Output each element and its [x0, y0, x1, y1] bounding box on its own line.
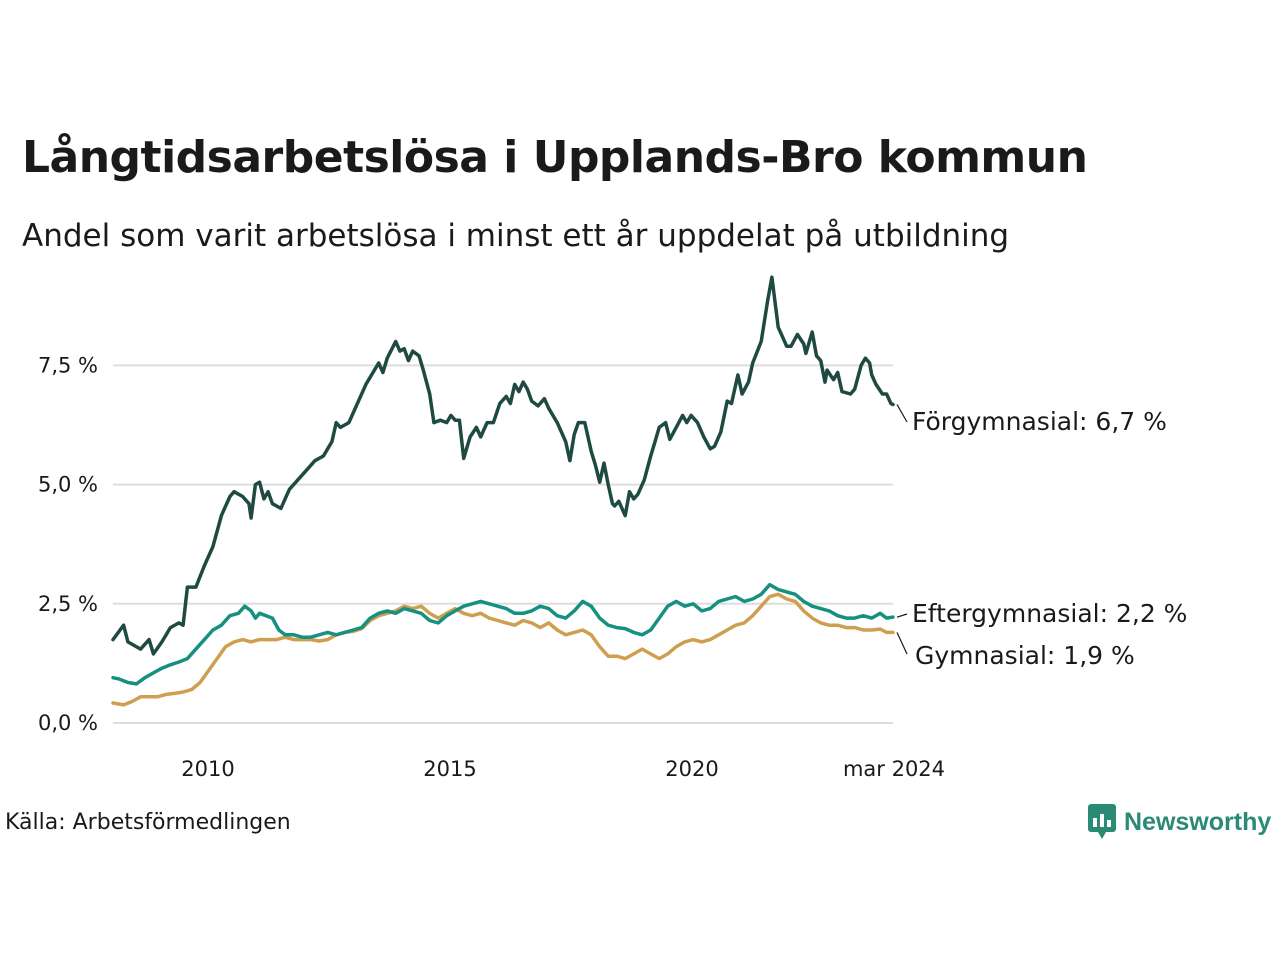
chart-subtitle: Andel som varit arbetslösa i minst ett å… — [22, 218, 1010, 254]
series-line-forgymnasial — [111, 275, 895, 656]
series-line-eftergymnasial — [111, 582, 895, 686]
y-tick-label: 5,0 % — [38, 473, 98, 497]
newsworthy-logo-text: Newsworthy — [1124, 807, 1272, 836]
x-tick-label: 2010 — [181, 757, 234, 781]
leader-line-forgymnasial — [896, 404, 908, 423]
y-tick-label: 2,5 % — [38, 592, 98, 616]
series-label-gymnasial: Gymnasial: 1,9 % — [915, 641, 1135, 670]
x-axis-ticks: 2010 2015 2020 mar 2024 — [181, 757, 945, 781]
series-line-gymnasial — [111, 592, 895, 707]
series-lines — [111, 275, 895, 707]
x-tick-label: mar 2024 — [843, 757, 945, 781]
x-tick-label: 2015 — [423, 757, 476, 781]
x-tick-label: 2020 — [665, 757, 718, 781]
y-tick-label: 0,0 % — [38, 711, 98, 735]
newsworthy-logo: Newsworthy — [1088, 804, 1271, 840]
chart-title: Långtidsarbetslösa i Upplands-Bro kommun — [22, 132, 1088, 183]
y-axis-ticks: 0,0 % 2,5 % 5,0 % 7,5 % — [38, 353, 98, 735]
leader-line-gymnasial — [896, 632, 908, 655]
series-end-labels: Förgymnasial: 6,7 % Eftergymnasial: 2,2 %… — [896, 404, 1187, 670]
series-label-eftergymnasial: Eftergymnasial: 2,2 % — [912, 599, 1187, 628]
series-label-forgymnasial: Förgymnasial: 6,7 % — [912, 407, 1167, 436]
leader-line-eftergymnasial — [896, 613, 908, 618]
y-tick-label: 7,5 % — [38, 353, 98, 377]
source-note: Källa: Arbetsförmedlingen — [5, 810, 291, 835]
newsworthy-logo-icon — [1088, 804, 1116, 839]
grid-lines — [113, 364, 893, 724]
